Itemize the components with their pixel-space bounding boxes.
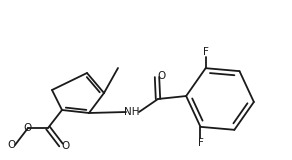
Text: F: F: [198, 138, 204, 148]
Text: NH: NH: [124, 107, 140, 117]
Text: F: F: [203, 47, 208, 57]
Text: O: O: [158, 71, 166, 81]
Text: O: O: [61, 141, 69, 151]
Text: O: O: [8, 140, 16, 150]
Text: O: O: [24, 123, 32, 133]
